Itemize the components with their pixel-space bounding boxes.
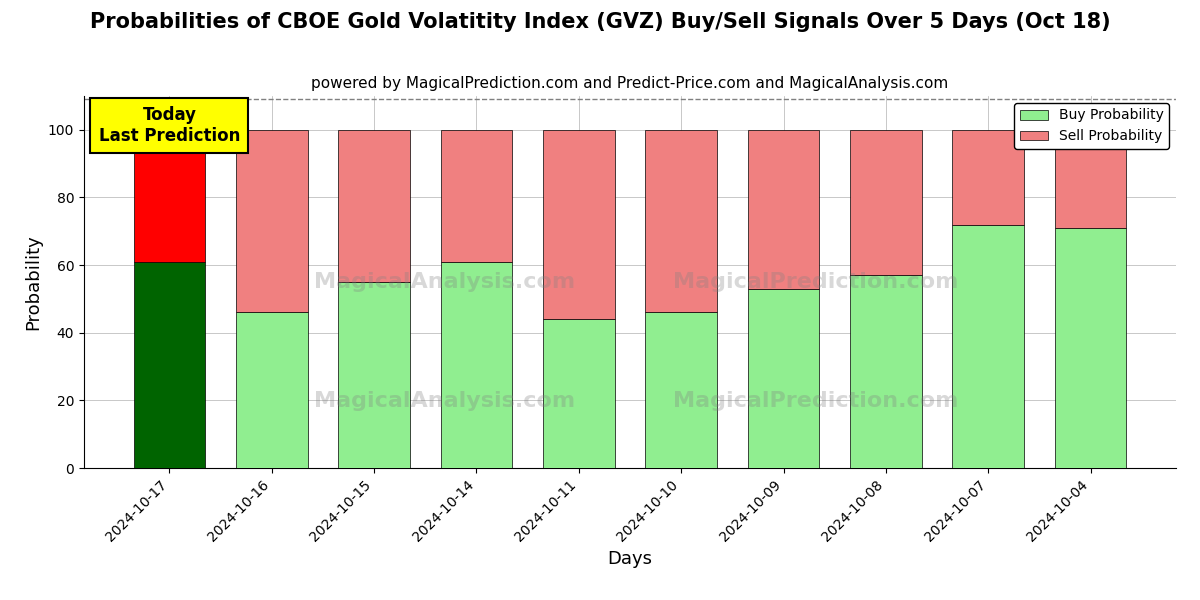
X-axis label: Days: Days [607, 550, 653, 568]
Bar [850, 130, 922, 275]
Text: Today
Last Prediction: Today Last Prediction [98, 106, 240, 145]
Bar [338, 282, 410, 468]
Bar [338, 130, 410, 282]
Text: MagicalAnalysis.com: MagicalAnalysis.com [313, 391, 575, 411]
Text: MagicalPrediction.com: MagicalPrediction.com [673, 272, 959, 292]
Bar [646, 313, 716, 468]
Bar [748, 289, 820, 468]
Legend: Buy Probability, Sell Probability: Buy Probability, Sell Probability [1014, 103, 1169, 149]
Bar [953, 224, 1024, 468]
Bar [1055, 130, 1127, 228]
Bar [850, 275, 922, 468]
Text: MagicalAnalysis.com: MagicalAnalysis.com [313, 272, 575, 292]
Bar [236, 313, 307, 468]
Text: MagicalPrediction.com: MagicalPrediction.com [673, 391, 959, 411]
Bar [953, 130, 1024, 224]
Bar [1055, 228, 1127, 468]
Bar [133, 262, 205, 468]
Bar [646, 130, 716, 313]
Title: powered by MagicalPrediction.com and Predict-Price.com and MagicalAnalysis.com: powered by MagicalPrediction.com and Pre… [311, 76, 949, 91]
Bar [748, 130, 820, 289]
Y-axis label: Probability: Probability [24, 234, 42, 330]
Bar [440, 262, 512, 468]
Bar [544, 319, 614, 468]
Bar [440, 130, 512, 262]
Bar [133, 130, 205, 262]
Text: Probabilities of CBOE Gold Volatitity Index (GVZ) Buy/Sell Signals Over 5 Days (: Probabilities of CBOE Gold Volatitity In… [90, 12, 1110, 32]
Bar [544, 130, 614, 319]
Bar [236, 130, 307, 313]
